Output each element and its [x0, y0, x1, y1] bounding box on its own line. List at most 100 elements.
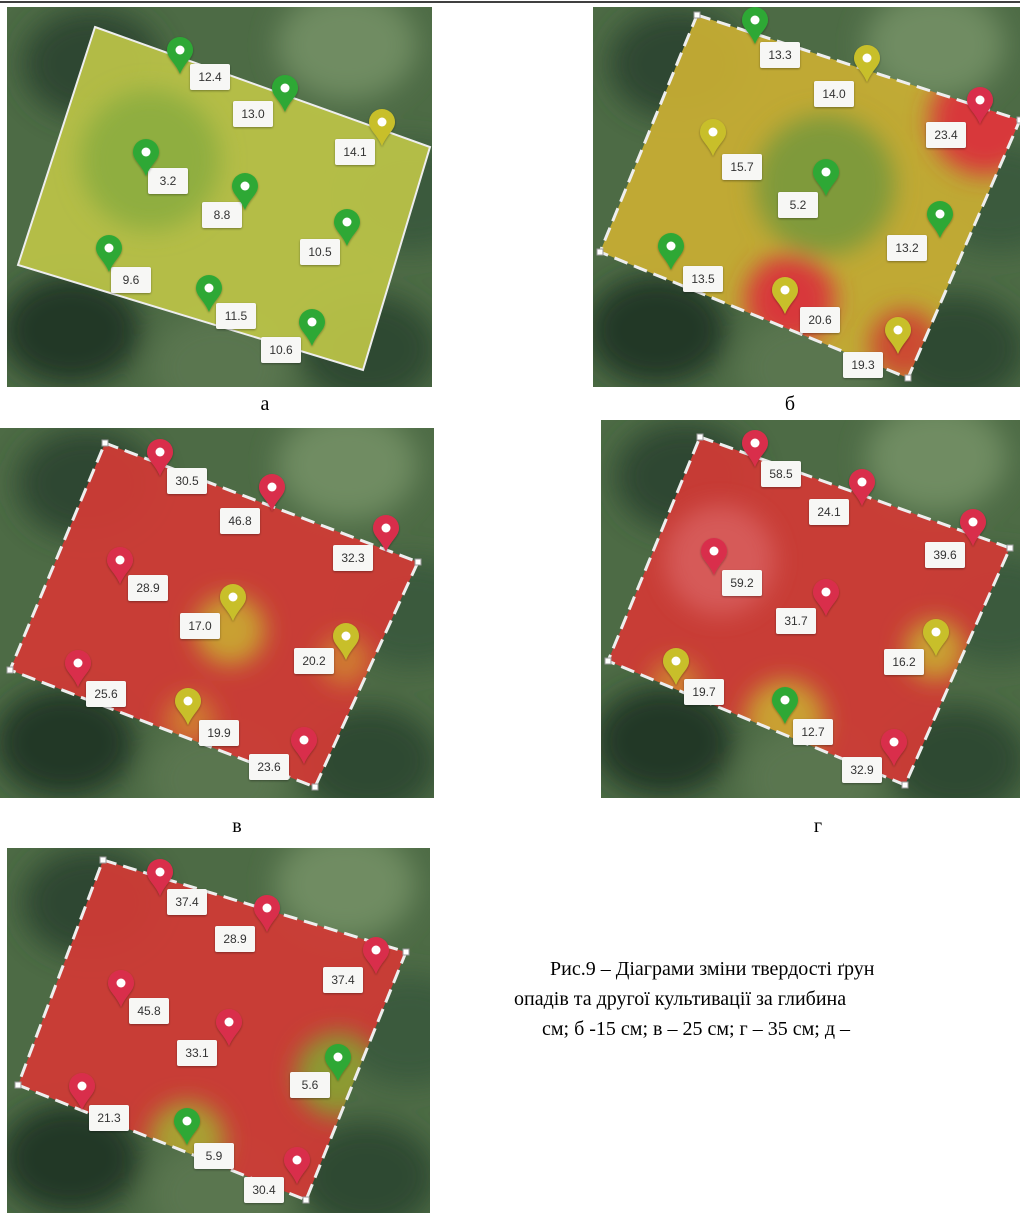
- pin-dot: [936, 210, 945, 219]
- value-label: 30.4: [252, 1183, 276, 1197]
- pin-dot: [343, 218, 352, 227]
- value-label: 46.8: [228, 514, 252, 528]
- pin-dot: [672, 657, 681, 666]
- vertex-handle: [15, 1082, 21, 1088]
- value-label: 23.6: [257, 760, 281, 774]
- value-label: 13.3: [768, 48, 792, 62]
- value-label: 8.8: [214, 208, 231, 222]
- value-label: 5.9: [206, 1149, 223, 1163]
- value-label: 37.4: [175, 895, 199, 909]
- pin-dot: [781, 696, 790, 705]
- map-panel: 37.428.937.445.833.15.621.35.930.4: [0, 830, 478, 1220]
- vertex-handle: [100, 857, 106, 863]
- vertex-handle: [605, 658, 611, 664]
- value-label: 25.6: [94, 687, 118, 701]
- value-label: 28.9: [223, 932, 247, 946]
- map-panel: 13.3 14.0 23.4 15.7 5.2 13.2 13.5 20.6 19.3: [587, 0, 1020, 423]
- vertex-handle: [7, 667, 13, 673]
- value-label: 16.2: [892, 655, 916, 669]
- pin-dot: [281, 84, 290, 93]
- pin-dot: [142, 148, 151, 157]
- value-label: 20.6: [808, 313, 832, 327]
- vertex-handle: [597, 249, 603, 255]
- vertex-handle: [697, 434, 703, 440]
- pin-dot: [751, 439, 760, 448]
- pin-dot: [894, 326, 903, 335]
- value-label: 17.0: [188, 619, 212, 633]
- pin-dot: [976, 96, 985, 105]
- value-label: 13.5: [691, 272, 715, 286]
- value-label: 45.8: [137, 1004, 161, 1018]
- pin-dot: [709, 128, 718, 137]
- value-label: 9.6: [123, 273, 140, 287]
- pin-dot: [781, 286, 790, 295]
- pin-dot: [117, 979, 126, 988]
- value-label: 33.1: [185, 1046, 209, 1060]
- pin-dot: [890, 738, 899, 747]
- caption-line: Рис.9 – Діаграми зміни твердості ґрун: [550, 958, 875, 980]
- value-label: 11.5: [225, 309, 248, 323]
- value-label: 19.3: [851, 358, 875, 372]
- pin-dot: [183, 1117, 192, 1126]
- pin-dot: [382, 524, 391, 533]
- pin-dot: [858, 478, 867, 487]
- vertex-handle: [102, 440, 108, 446]
- pin-dot: [969, 518, 978, 527]
- vertex-handle: [403, 949, 409, 955]
- value-label: 13.2: [895, 241, 919, 255]
- pin-dot: [342, 632, 351, 641]
- pin-dot: [372, 946, 381, 955]
- pin-dot: [105, 244, 114, 253]
- value-label: 14.1: [343, 145, 367, 159]
- pin-dot: [300, 736, 309, 745]
- texture-blob: [866, 403, 1006, 513]
- value-label: 23.4: [934, 128, 958, 142]
- value-label: 14.0: [822, 87, 846, 101]
- value-label: 32.3: [341, 551, 365, 565]
- pin-dot: [241, 182, 250, 191]
- value-label: 39.6: [933, 548, 957, 562]
- pin-dot: [293, 1156, 302, 1165]
- value-label: 12.7: [801, 725, 825, 739]
- pin-dot: [184, 697, 193, 706]
- value-label: 3.2: [160, 174, 177, 188]
- caption-line: см; б -15 см; в – 25 см; г – 35 см; д –: [542, 1018, 851, 1040]
- value-label: 12.4: [198, 70, 222, 84]
- value-label: 19.9: [207, 726, 231, 740]
- caption-line: опадів та другої культивації за глибина: [514, 988, 846, 1010]
- vertex-handle: [415, 559, 421, 565]
- value-label: 32.9: [850, 763, 874, 777]
- pin-dot: [205, 284, 214, 293]
- value-label: 24.1: [817, 505, 841, 519]
- value-label: 30.5: [175, 474, 199, 488]
- value-label: 58.5: [769, 467, 793, 481]
- value-label: 37.4: [331, 973, 355, 987]
- pin-dot: [263, 904, 272, 913]
- pin-dot: [932, 628, 941, 637]
- panel-label: в: [232, 815, 241, 837]
- vertex-handle: [902, 782, 908, 788]
- value-label: 10.5: [308, 245, 332, 259]
- map-panel: 12.413.014.13.28.810.59.611.510.6: [1, 0, 481, 423]
- panel-label: г: [814, 815, 822, 837]
- pin-dot: [176, 46, 185, 55]
- value-label: 5.6: [302, 1078, 319, 1092]
- pin-dot: [268, 483, 277, 492]
- value-label: 15.7: [730, 160, 754, 174]
- vertex-handle: [905, 375, 911, 381]
- vertex-handle: [303, 1197, 309, 1203]
- pin-dot: [334, 1053, 343, 1062]
- pin-dot: [822, 588, 831, 597]
- pin-dot: [751, 16, 760, 25]
- pin-dot: [74, 659, 83, 668]
- pin-dot: [225, 1018, 234, 1027]
- figure: 12.413.014.13.28.810.59.611.510.6а13.314…: [0, 0, 1020, 1220]
- value-label: 19.7: [692, 685, 716, 699]
- value-label: 5.2: [790, 198, 807, 212]
- vertex-handle: [1007, 545, 1013, 551]
- value-label: 28.9: [136, 581, 160, 595]
- value-label: 20.2: [302, 654, 326, 668]
- pin-dot: [378, 118, 387, 127]
- value-label: 10.6: [269, 343, 293, 357]
- vertex-handle: [312, 784, 318, 790]
